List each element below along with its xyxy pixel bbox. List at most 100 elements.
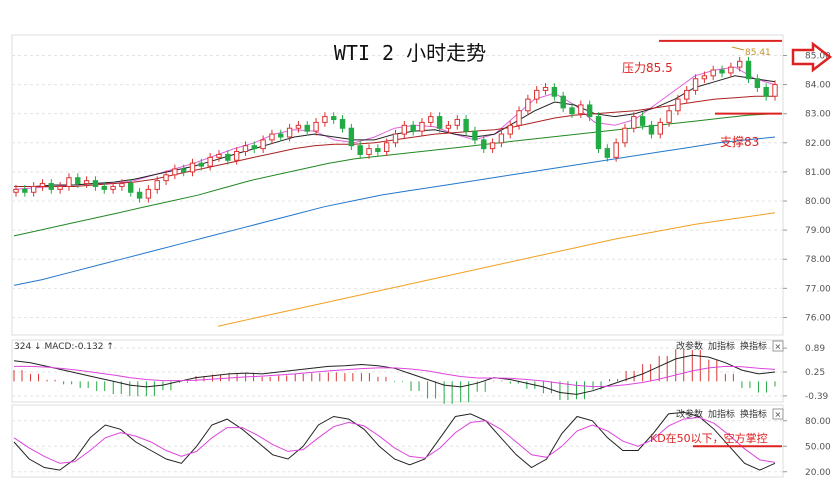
candle-body: [278, 133, 284, 138]
candle-body: [719, 69, 725, 74]
candle-body: [516, 110, 522, 126]
candle-body: [392, 133, 399, 144]
candle-body: [445, 124, 452, 129]
candle-body: [101, 185, 107, 190]
candle-body: [180, 168, 187, 173]
kd-add-indicator-button[interactable]: 加指标: [708, 408, 735, 420]
candle-body: [481, 139, 487, 150]
kd-line: [13, 416, 776, 464]
price-panel-frame: [11, 34, 784, 336]
kd-close-icon: ✕: [775, 411, 782, 420]
candle-body: [489, 142, 496, 150]
candle-body: [436, 116, 443, 129]
macd-gridlines: [12, 347, 782, 397]
macd-close-button[interactable]: [772, 340, 784, 352]
ma-line: [13, 136, 776, 286]
candle-body: [295, 124, 302, 129]
candle-body: [189, 162, 196, 173]
candle-body: [534, 89, 540, 100]
candle-body: [657, 121, 663, 135]
candle-body: [472, 130, 478, 141]
candle-body: [542, 86, 549, 91]
high-marker-line: [731, 46, 745, 51]
candle-body: [745, 60, 752, 80]
candle-body: [339, 119, 346, 129]
candle-body: [666, 110, 672, 123]
candle-body: [66, 177, 72, 187]
candle-body: [145, 188, 152, 199]
candle-body: [551, 86, 558, 97]
price-tick-label: 83.00: [805, 110, 831, 120]
candle-body: [39, 183, 46, 187]
price-tick-label: 81.00: [805, 168, 831, 178]
candle-body: [128, 183, 134, 193]
kd-tick-label: 80.00: [805, 417, 831, 427]
candle-body: [754, 78, 761, 88]
candle-body: [304, 124, 310, 132]
candle-body: [419, 121, 425, 132]
macd-params-button[interactable]: 改参数: [676, 340, 703, 352]
candle-body: [728, 66, 734, 74]
candle-body: [595, 116, 602, 150]
candle-body: [322, 116, 328, 123]
candle-body: [331, 116, 337, 121]
kd-switch-indicator-button[interactable]: 换指标: [740, 408, 767, 420]
macd-legend: 324 ↓ MACD:-0.132 ↑: [14, 342, 114, 352]
candle-body: [525, 98, 531, 112]
candle-body: [701, 75, 708, 80]
kd-tick-label: 20.00: [805, 468, 831, 478]
kd-toolbar: 改参数 加指标 换指标 ✕: [676, 408, 784, 420]
candle-body: [684, 89, 690, 100]
candle-body: [286, 127, 293, 138]
macd-tick-label: 0.89: [805, 344, 825, 354]
macd-histogram: [13, 349, 776, 404]
right-arrow-icon: [791, 41, 833, 73]
kd-params-button[interactable]: 改参数: [676, 408, 703, 420]
macd-add-indicator-button[interactable]: 加指标: [708, 340, 735, 352]
candle-body: [410, 124, 416, 132]
candle-body: [251, 145, 257, 150]
price-tick-label: 82.00: [805, 139, 831, 149]
kd-annotation: KD在50以下，空方掌控: [650, 431, 768, 445]
macd-tick-label: 0.25: [805, 368, 825, 378]
candle-body: [366, 148, 372, 155]
candle-body: [154, 180, 160, 190]
kd-tick-label: 50.00: [805, 442, 831, 452]
candle-body: [401, 124, 408, 135]
candle-body: [13, 188, 19, 193]
candle-body: [648, 124, 655, 135]
macd-panel-frame: [11, 339, 784, 403]
macd-line: [14, 365, 776, 388]
candle-body: [92, 180, 99, 187]
kd-y-axis: 80.00 50.00 20.00: [783, 417, 831, 478]
candle-body: [763, 86, 769, 97]
candle-body: [30, 185, 37, 193]
candle-body: [260, 139, 266, 150]
candle-body: [454, 119, 460, 126]
candlesticks: [13, 56, 778, 203]
candle-body: [507, 124, 513, 135]
kd-gridlines: [12, 420, 782, 473]
kd-close-button[interactable]: [772, 408, 784, 420]
candle-body: [163, 174, 169, 182]
macd-switch-indicator-button[interactable]: 换指标: [740, 340, 767, 352]
candle-body: [675, 98, 681, 112]
resistance-label: 压力85.5: [622, 61, 673, 75]
candle-body: [75, 177, 81, 185]
candle-body: [710, 69, 716, 77]
candle-body: [57, 185, 63, 190]
candle-body: [83, 180, 90, 185]
macd-lines: [13, 354, 776, 395]
candle-body: [772, 84, 778, 97]
price-tick-label: 76.00: [805, 313, 831, 323]
candle-body: [313, 121, 319, 132]
candle-body: [198, 162, 205, 167]
chart-title: WTI 2 小时走势: [334, 41, 486, 65]
candle-body: [463, 119, 469, 132]
candle-body: [119, 183, 125, 187]
candle-body: [578, 104, 584, 115]
candle-body: [639, 116, 646, 126]
price-tick-label: 84.00: [805, 81, 831, 91]
price-tick-label: 77.00: [805, 284, 831, 294]
